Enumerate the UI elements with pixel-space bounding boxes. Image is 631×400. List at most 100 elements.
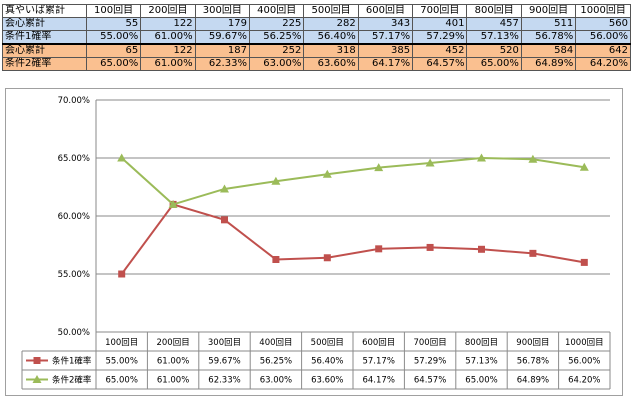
sheet-corner-label: 真やいば累計: [2, 4, 87, 18]
data-table-value: 56.25%: [260, 357, 292, 367]
data-point: [323, 254, 331, 262]
sheet-cell: 122: [140, 43, 196, 58]
data-point: [579, 162, 589, 171]
sheet-cell: 56.25%: [248, 30, 305, 45]
data-table-value: 64.89%: [517, 376, 549, 386]
sheet-row: 会心累計 55 122 179 225 282 343 401 457 511 560: [2, 17, 631, 31]
sheet-row: 条件1確率 55.00% 61.00% 59.67% 56.25% 56.40% 57.17…: [2, 30, 631, 45]
data-table-value: 65.00%: [105, 376, 137, 386]
sheet-column-header: 400回目: [248, 4, 305, 18]
data-table-value: 59.67%: [208, 357, 240, 367]
sheet-row-label: 会心累計: [2, 17, 87, 31]
sheet-column-header: 100回目: [85, 4, 142, 18]
sheet-cell: 64.89%: [520, 57, 577, 71]
sheet-cell: 61.00%: [140, 57, 196, 71]
series-line: [120, 203, 585, 275]
sheet-row-label: 条件1確率: [2, 30, 87, 45]
sheet-cell: 457: [466, 17, 522, 31]
sheet-cell: 560: [575, 17, 631, 31]
sheet-cell: 64.17%: [357, 57, 414, 71]
x-tick-label: 600回目: [362, 338, 395, 348]
sheet-column-header: 500回目: [303, 4, 359, 18]
x-tick-label: 200回目: [156, 338, 189, 348]
sheet-cell: 511: [520, 17, 577, 31]
sheet-row: 会心累計 65 122 187 252 318 385 452 520 584 642: [2, 43, 631, 58]
sheet-cell: 64.20%: [575, 57, 631, 71]
data-table-value: 65.00%: [465, 376, 497, 386]
x-tick-label: 400回目: [259, 338, 292, 348]
sheet-cell: 452: [412, 43, 468, 58]
sheet-cell: 56.78%: [520, 30, 577, 45]
data-point: [271, 176, 281, 185]
sheet-cell: 56.00%: [575, 30, 631, 45]
data-table-value: 57.17%: [362, 357, 394, 367]
y-tick-label: 55.00%: [58, 270, 90, 280]
x-tick-label: 100回目: [105, 338, 138, 348]
x-tick-label: 800回目: [465, 338, 498, 348]
sheet-column-header: 900回目: [520, 4, 577, 18]
sheet-cell: 385: [357, 43, 414, 58]
line-chart: 50.00% 55.00% 60.00% 65.00% 70.00% 100回目 200回目…: [5, 88, 623, 396]
sheet-cell: 401: [412, 17, 468, 31]
data-table-value: 64.57%: [414, 376, 446, 386]
legend-series-name: 条件1確率: [52, 356, 92, 367]
sheet-cell: 62.33%: [194, 57, 250, 71]
sheet-cell: 57.13%: [466, 30, 522, 45]
data-table-value: 63.60%: [311, 376, 343, 386]
sheet-cell: 65.00%: [466, 57, 522, 71]
sheet-cell: 61.00%: [140, 30, 196, 45]
sheet-cell: 56.40%: [303, 30, 359, 45]
data-table-value: 57.13%: [465, 357, 497, 367]
sheet-column-header: 700回目: [412, 4, 468, 18]
data-point: [117, 153, 127, 162]
legend-series-name: 条件2確率: [52, 375, 92, 386]
sheet-cell: 65: [85, 43, 142, 58]
data-table-value: 56.00%: [568, 357, 600, 367]
data-table-value: 61.00%: [157, 376, 189, 386]
chart-svg: 50.00% 55.00% 60.00% 65.00% 70.00% 100回目 200回目…: [21, 96, 611, 390]
sheet-cell: 57.17%: [357, 30, 414, 45]
legend-key-marker: [32, 375, 42, 383]
sheet-column-header: 300回目: [194, 4, 250, 18]
data-table-value: 55.00%: [105, 357, 137, 367]
x-tick-label: 900回目: [516, 338, 549, 348]
sheet-row-label: 会心累計: [2, 43, 87, 58]
x-tick-label: 500回目: [311, 338, 344, 348]
data-point: [322, 169, 332, 178]
sheet-cell: 59.67%: [194, 30, 250, 45]
sheet-column-header: 1000回目: [575, 4, 631, 18]
data-spreadsheet: 真やいば累計 100回目 200回目 300回目 400回目 500回目 600回目 700回…: [2, 4, 631, 71]
x-tick-label: 700回目: [413, 338, 446, 348]
data-table-value: 62.33%: [208, 376, 240, 386]
y-tick-label: 65.00%: [58, 154, 90, 164]
data-point: [375, 245, 383, 253]
sheet-cell: 225: [248, 17, 305, 31]
y-tick-label: 70.00%: [58, 96, 90, 106]
sheet-cell: 63.60%: [303, 57, 359, 71]
sheet-column-header: 800回目: [466, 4, 522, 18]
data-point: [168, 199, 178, 208]
data-point: [529, 249, 537, 257]
data-point: [477, 153, 486, 162]
sheet-cell: 318: [303, 43, 359, 58]
data-table-value: 56.40%: [311, 357, 343, 367]
series-line: [121, 156, 585, 206]
sheet-cell: 584: [520, 43, 577, 58]
sheet-cell: 642: [575, 43, 631, 58]
data-point: [580, 258, 588, 266]
sheet-cell: 252: [248, 43, 305, 58]
data-point: [118, 270, 126, 278]
sheet-cell: 179: [194, 17, 250, 31]
sheet-cell: 63.00%: [248, 57, 305, 71]
sheet-cell: 55: [85, 17, 142, 31]
data-point: [426, 243, 434, 251]
data-table-value: 57.29%: [414, 357, 446, 367]
data-table-value: 64.17%: [362, 376, 394, 386]
data-point: [478, 245, 485, 253]
sheet-row-label: 条件2確率: [2, 57, 87, 71]
y-tick-label: 50.00%: [58, 328, 90, 338]
sheet-column-header: 200回目: [140, 4, 196, 18]
data-table-value: 61.00%: [157, 357, 189, 367]
sheet-cell: 187: [194, 43, 250, 58]
data-point: [528, 154, 538, 163]
